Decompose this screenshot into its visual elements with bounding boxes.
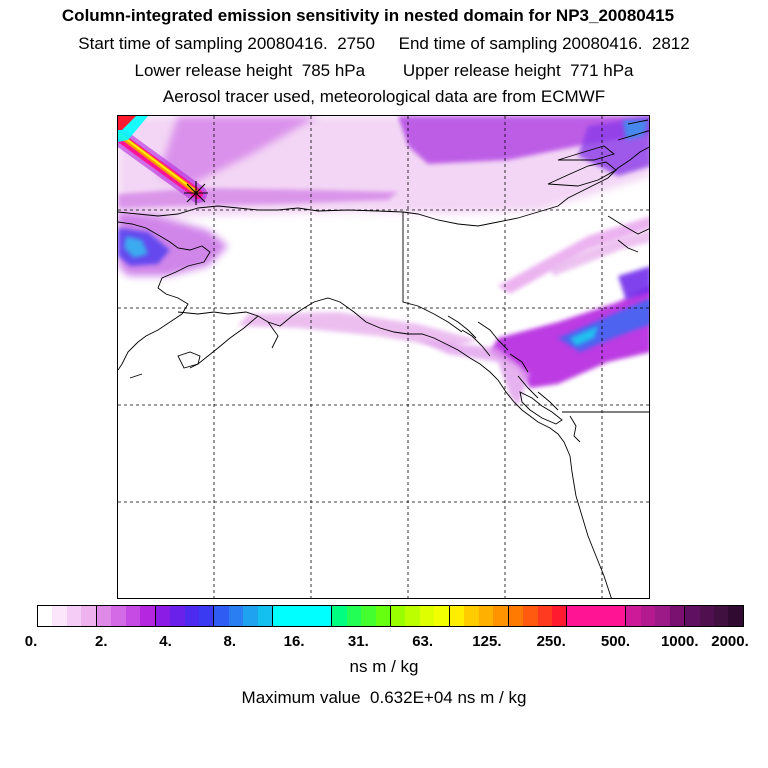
release-location-marker [184, 181, 208, 205]
colorbar-segment [390, 606, 450, 626]
colorbar-tick-label: 1000. [660, 633, 699, 650]
data-source-info: Aerosol tracer used, meteorological data… [162, 87, 606, 106]
plume-north-band [398, 116, 649, 164]
alaska-west-coast [118, 221, 211, 343]
plume-west-cyan [124, 236, 148, 258]
colorbar-segment [685, 606, 743, 626]
puget-sound [569, 415, 581, 443]
bc-islands [447, 315, 559, 411]
colorbar-segment [508, 606, 568, 626]
map-canvas [118, 116, 649, 598]
release-track [118, 116, 207, 203]
colorbar-tick-label: 2000. [711, 633, 749, 650]
sensitivity-map [117, 115, 650, 599]
colorbar-segment [273, 606, 333, 626]
aleutian-chain [118, 311, 229, 379]
colorbar-tick-label: 8. [223, 633, 237, 650]
colorbar-segment [155, 606, 215, 626]
plot-title: Column-integrated emission sensitivity i… [61, 6, 675, 25]
plume-coast-tail [418, 340, 530, 406]
colorbar-segment [626, 606, 686, 626]
arctic-coast [118, 146, 649, 227]
colorbar-segment [567, 606, 627, 626]
colorbar-tick-label: 31. [347, 633, 369, 650]
colorbar-tick-label: 4. [159, 633, 172, 650]
plume-east-core2 [618, 266, 649, 300]
plume-east-streak1 [498, 216, 649, 294]
colorbar-tick-label: 16. [283, 633, 305, 650]
gulf-of-alaska-coast [227, 297, 612, 598]
colorbar-segment [38, 606, 97, 626]
colorbar-tick-label: 125. [472, 633, 502, 650]
alaska-canada-border [402, 212, 463, 333]
plume-east-cyan [570, 326, 598, 346]
plume-arc-south [238, 312, 478, 348]
sensitivity-field [118, 116, 649, 406]
vancouver-island [519, 391, 563, 425]
colorbar-tick-label: 63. [412, 633, 434, 650]
colorbar-segment [449, 606, 509, 626]
colorbar-segment [214, 606, 274, 626]
colorbar-tick-label: 500. [600, 633, 631, 650]
colorbar-units: ns m / kg [349, 657, 419, 676]
coastlines [118, 119, 649, 598]
colorbar-tick-label: 250. [536, 633, 566, 650]
maximum-value-label: Maximum value 0.632E+04 ns m / kg [241, 688, 527, 707]
colorbar-segment [332, 606, 391, 626]
colorbar-segment [96, 606, 156, 626]
graticule [118, 116, 649, 598]
arctic-islands [547, 119, 649, 187]
hudson-coast [607, 215, 649, 253]
plume-north-streaks [158, 116, 318, 186]
colorbar [37, 605, 744, 627]
political-boundaries [402, 212, 649, 413]
release-height-info: Lower release height 785 hPa Upper relea… [134, 61, 634, 80]
plume-east-streak2 [548, 230, 649, 276]
kodiak-island [177, 351, 201, 369]
plume-north-east-blue [623, 120, 648, 140]
sampling-time-info: Start time of sampling 20080416. 2750 En… [78, 34, 690, 53]
colorbar-tick-label: 0. [24, 633, 38, 650]
colorbar-tick-label: 2. [95, 633, 108, 650]
